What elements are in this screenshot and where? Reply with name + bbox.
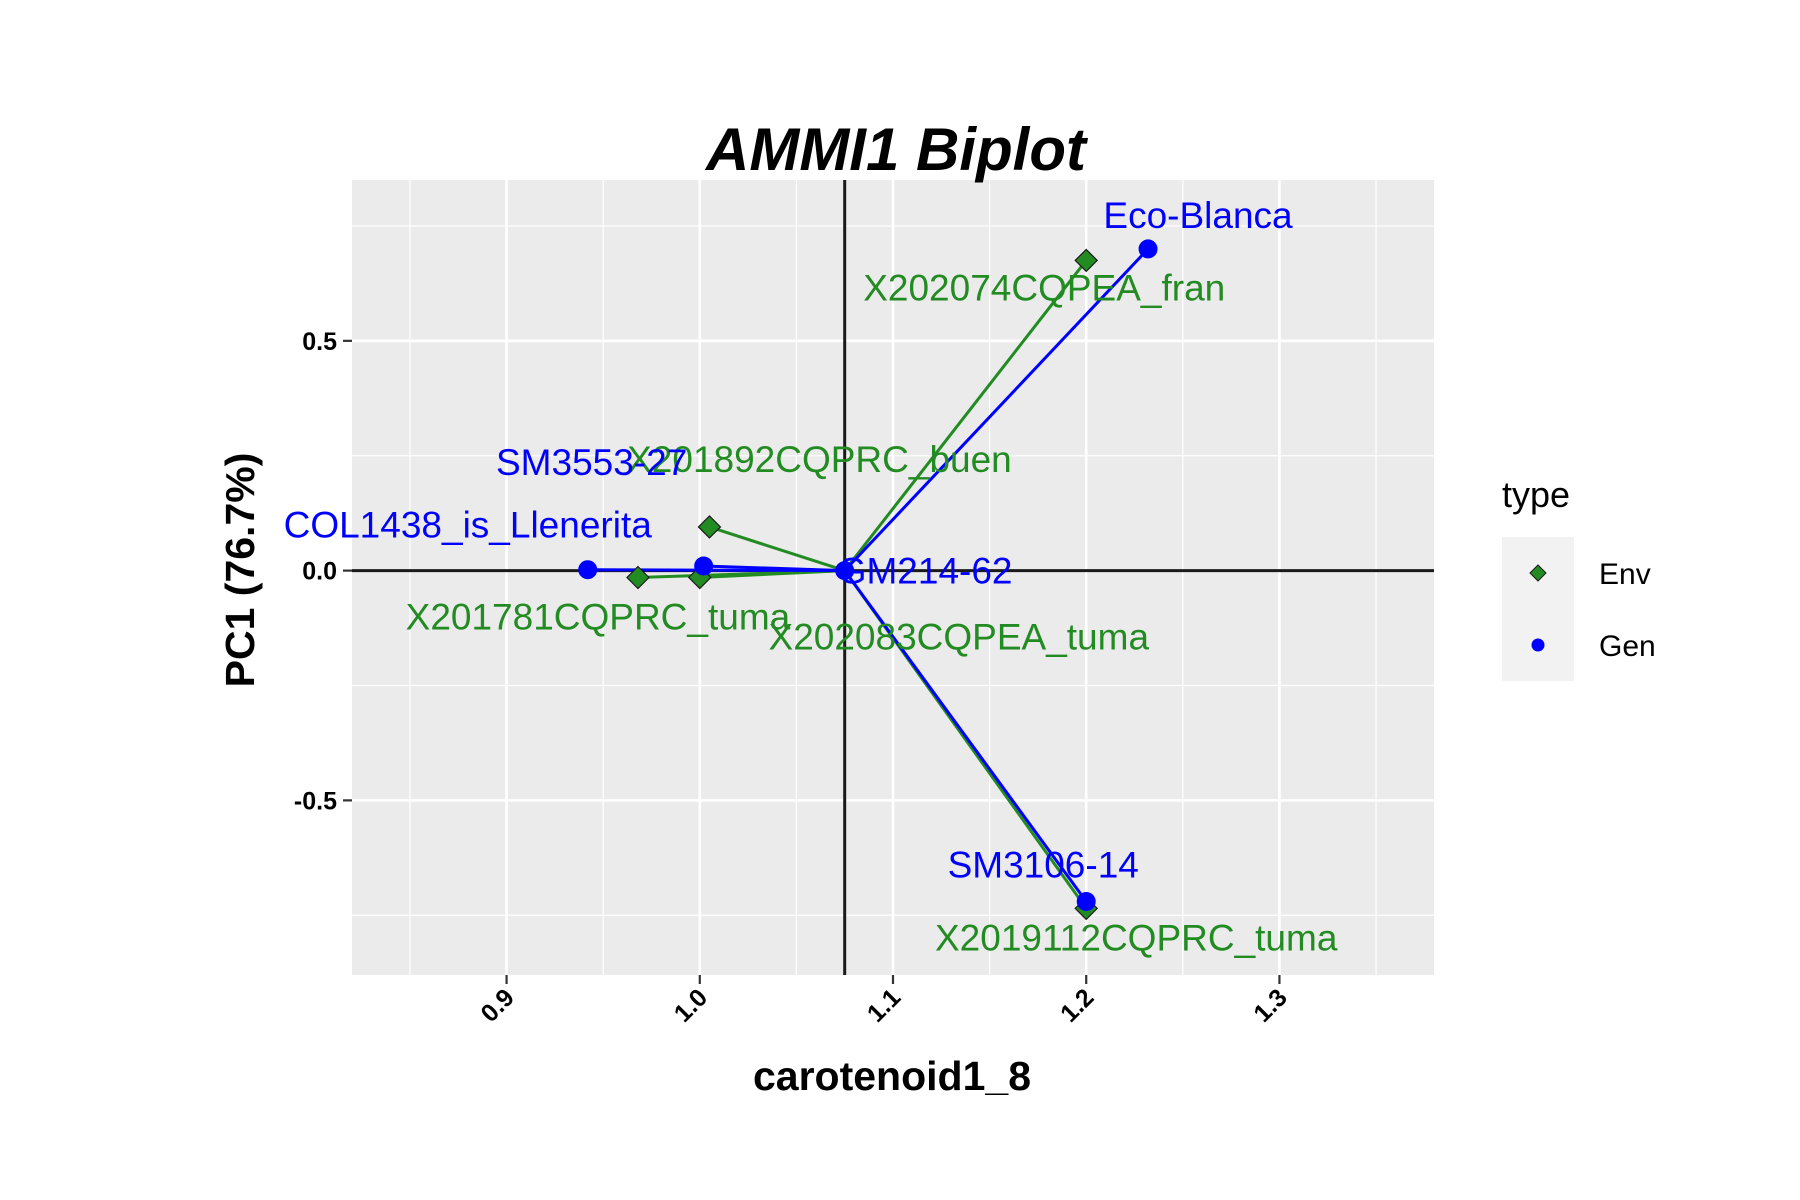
y-axis-ticks: 0.5 0.0 -0.5 bbox=[294, 328, 352, 815]
legend-label-env: Env bbox=[1599, 558, 1651, 591]
label-x201892cqprc-buen: X201892CQPRC_buen bbox=[627, 439, 1012, 480]
gen-point-sm3553-27 bbox=[694, 556, 714, 576]
gen-point-eco-blanca bbox=[1138, 239, 1158, 259]
env-point-x201781cqprc-tuma bbox=[626, 565, 650, 590]
label-col1438-is-llenerita: COL1438_is_Llenerita bbox=[284, 505, 653, 546]
connector-lines bbox=[587, 247, 1150, 910]
legend: type Env Gen bbox=[1502, 474, 1656, 681]
connector-col1438-is-llenerita bbox=[587, 568, 845, 573]
label-x202074cqpea-fran: X202074CQPEA_fran bbox=[863, 267, 1225, 308]
data-points bbox=[578, 239, 1158, 921]
label-x2019112cqprc-tuma: X2019112CQPRC_tuma bbox=[935, 917, 1338, 958]
connector-x202074cqpea-fran bbox=[843, 259, 1088, 572]
label-sm3106-14: SM3106-14 bbox=[948, 844, 1139, 885]
legend-key-env bbox=[1529, 564, 1547, 582]
connector-sm3106-14 bbox=[843, 569, 1088, 903]
label-sm3553-27: SM3553-27 bbox=[496, 442, 687, 483]
x-axis-ticks: 0.9 1.0 1.1 1.2 1.3 bbox=[475, 975, 1293, 1028]
gen-point-sm3106-14 bbox=[1076, 891, 1096, 911]
x-axis-title: carotenoid1_8 bbox=[753, 1053, 1031, 1099]
y-axis-title: PC1 (76.7%) bbox=[217, 453, 263, 688]
y-tick-label: -0.5 bbox=[294, 787, 337, 815]
connector-eco-blanca bbox=[843, 247, 1150, 572]
x-tick-label: 1.3 bbox=[1248, 983, 1292, 1027]
env-point-x201892cqprc-buen bbox=[697, 515, 722, 539]
y-tick-label: 0.5 bbox=[302, 328, 337, 356]
gen-point-gm214-62 bbox=[835, 561, 855, 581]
grid-lines bbox=[352, 180, 1434, 975]
legend-label-gen: Gen bbox=[1599, 630, 1656, 663]
x-tick-label: 1.0 bbox=[669, 983, 713, 1027]
legend-title: type bbox=[1502, 474, 1570, 515]
legend-key-gen bbox=[1531, 638, 1545, 652]
legend-key-background bbox=[1502, 537, 1574, 681]
y-tick-label: 0.0 bbox=[302, 558, 337, 586]
label-x202083cqpea-tuma: X202083CQPEA_tuma bbox=[769, 617, 1150, 658]
chart-title: AMMI1 Biplot bbox=[704, 116, 1089, 183]
x-tick-label: 1.1 bbox=[862, 983, 906, 1027]
gen-point-col1438-is-llenerita bbox=[578, 560, 598, 580]
point-labels: X202074CQPEA_fran X201892CQPRC_buen X20178… bbox=[284, 195, 1338, 958]
label-eco-blanca: Eco-Blanca bbox=[1103, 195, 1293, 236]
x-tick-label: 1.2 bbox=[1055, 983, 1099, 1027]
label-x201781cqprc-tuma: X201781CQPRC_tuma bbox=[406, 597, 791, 638]
env-point-x202074cqpea-fran bbox=[1074, 248, 1099, 273]
x-tick-label: 0.9 bbox=[475, 983, 519, 1027]
label-gm214-62: GM214-62 bbox=[838, 551, 1013, 592]
connector-x201892cqprc-buen bbox=[708, 525, 846, 573]
